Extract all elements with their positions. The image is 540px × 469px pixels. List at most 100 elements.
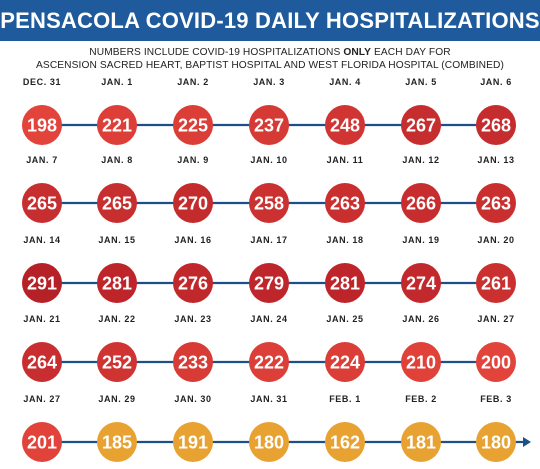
day-label: JAN. 30 bbox=[174, 394, 211, 404]
day-value-label: 274 bbox=[406, 274, 436, 294]
subtitle-line-1-end: EACH DAY FOR bbox=[374, 47, 451, 58]
day-value-circle bbox=[22, 183, 62, 223]
day-value-label: 200 bbox=[481, 353, 511, 373]
day-value-label: 281 bbox=[102, 274, 132, 294]
day-value-label: 180 bbox=[254, 433, 284, 453]
day-value-circle bbox=[22, 105, 62, 145]
day-value-circle bbox=[173, 183, 213, 223]
day-value-circle bbox=[249, 342, 289, 382]
day-value-circle bbox=[97, 183, 137, 223]
day-value-circle bbox=[22, 342, 62, 382]
day-value-label: 267 bbox=[406, 116, 436, 136]
day-label: JAN. 8 bbox=[101, 155, 133, 165]
day-value-circle bbox=[401, 263, 441, 303]
day-value-label: 281 bbox=[330, 274, 360, 294]
day-label: JAN. 4 bbox=[329, 77, 361, 87]
day-label: JAN. 22 bbox=[98, 314, 135, 324]
day-value-circle bbox=[476, 342, 516, 382]
day-label: JAN. 7 bbox=[26, 155, 58, 165]
day-value-circle bbox=[249, 263, 289, 303]
day-value-circle bbox=[173, 105, 213, 145]
day-value-label: 233 bbox=[178, 353, 208, 373]
subtitle: NUMBERS INCLUDE COVID-19 HOSPITALIZATION… bbox=[0, 46, 540, 72]
day-value-label: 248 bbox=[330, 116, 360, 136]
day-value-circle bbox=[97, 422, 137, 462]
day-value-circle bbox=[173, 263, 213, 303]
day-label: JAN. 10 bbox=[250, 155, 287, 165]
day-label: JAN. 29 bbox=[98, 394, 135, 404]
arrow-right-icon bbox=[523, 437, 531, 447]
subtitle-line-2: ASCENSION SACRED HEART, BAPTIST HOSPITAL… bbox=[36, 60, 504, 71]
day-value-circle bbox=[401, 342, 441, 382]
day-value-label: 291 bbox=[27, 274, 57, 294]
day-value-label: 162 bbox=[330, 433, 360, 453]
day-value-label: 252 bbox=[102, 353, 132, 373]
day-label: JAN. 16 bbox=[174, 235, 211, 245]
day-label: JAN. 17 bbox=[250, 235, 287, 245]
day-value-label: 221 bbox=[102, 116, 132, 136]
day-value-label: 180 bbox=[481, 433, 511, 453]
day-value-label: 276 bbox=[178, 274, 208, 294]
day-label: JAN. 15 bbox=[98, 235, 135, 245]
day-label: JAN. 14 bbox=[23, 235, 60, 245]
day-label: JAN. 26 bbox=[402, 314, 439, 324]
day-label: JAN. 25 bbox=[326, 314, 363, 324]
day-value-label: 265 bbox=[27, 194, 57, 214]
day-value-circle bbox=[173, 342, 213, 382]
day-label: JAN. 31 bbox=[250, 394, 287, 404]
day-value-label: 270 bbox=[178, 194, 208, 214]
day-value-label: 237 bbox=[254, 116, 284, 136]
day-label: JAN. 27 bbox=[477, 314, 514, 324]
header-banner: PENSACOLA COVID-19 DAILY HOSPITALIZATION… bbox=[0, 0, 540, 41]
day-label: JAN. 5 bbox=[405, 77, 437, 87]
day-label: JAN. 19 bbox=[402, 235, 439, 245]
day-value-circle bbox=[249, 183, 289, 223]
day-value-circle bbox=[97, 263, 137, 303]
day-value-circle bbox=[325, 183, 365, 223]
day-label: JAN. 6 bbox=[480, 77, 512, 87]
day-value-circle bbox=[249, 422, 289, 462]
day-value-circle bbox=[325, 105, 365, 145]
day-value-circle bbox=[401, 422, 441, 462]
day-label: JAN. 9 bbox=[177, 155, 209, 165]
day-value-label: 222 bbox=[254, 353, 284, 373]
day-value-circle bbox=[22, 422, 62, 462]
day-label: JAN. 2 bbox=[177, 77, 209, 87]
day-label: JAN. 20 bbox=[477, 235, 514, 245]
day-value-label: 266 bbox=[406, 194, 436, 214]
day-value-circle bbox=[476, 422, 516, 462]
day-value-label: 210 bbox=[406, 353, 436, 373]
day-value-label: 263 bbox=[481, 194, 511, 214]
subtitle-emphasis: ONLY bbox=[343, 47, 372, 58]
day-value-circle bbox=[249, 105, 289, 145]
day-value-circle bbox=[325, 342, 365, 382]
day-value-label: 224 bbox=[330, 353, 360, 373]
day-value-circle bbox=[476, 105, 516, 145]
day-label: JAN. 3 bbox=[253, 77, 285, 87]
day-label: FEB. 2 bbox=[405, 394, 437, 404]
page-title: PENSACOLA COVID-19 DAILY HOSPITALIZATION… bbox=[0, 7, 540, 33]
day-label: JAN. 11 bbox=[327, 155, 364, 165]
day-label: FEB. 1 bbox=[329, 394, 361, 404]
day-label: JAN. 24 bbox=[250, 314, 287, 324]
day-value-circle bbox=[476, 183, 516, 223]
day-value-label: 279 bbox=[254, 274, 284, 294]
day-value-circle bbox=[325, 422, 365, 462]
day-value-circle bbox=[401, 105, 441, 145]
day-value-circle bbox=[401, 183, 441, 223]
day-value-label: 201 bbox=[27, 433, 57, 453]
day-value-circle bbox=[97, 105, 137, 145]
day-label: JAN. 18 bbox=[326, 235, 363, 245]
day-value-circle bbox=[173, 422, 213, 462]
day-label: JAN. 23 bbox=[174, 314, 211, 324]
day-label: JAN. 27 bbox=[23, 394, 60, 404]
day-value-circle bbox=[97, 342, 137, 382]
day-label: JAN. 21 bbox=[23, 314, 60, 324]
day-label: DEC. 31 bbox=[23, 77, 61, 87]
subtitle-line-1-start: NUMBERS INCLUDE COVID-19 HOSPITALIZATION… bbox=[89, 47, 341, 58]
day-value-circle bbox=[476, 263, 516, 303]
day-label: FEB. 3 bbox=[480, 394, 512, 404]
day-value-label: 258 bbox=[254, 194, 284, 214]
day-value-label: 261 bbox=[481, 274, 511, 294]
